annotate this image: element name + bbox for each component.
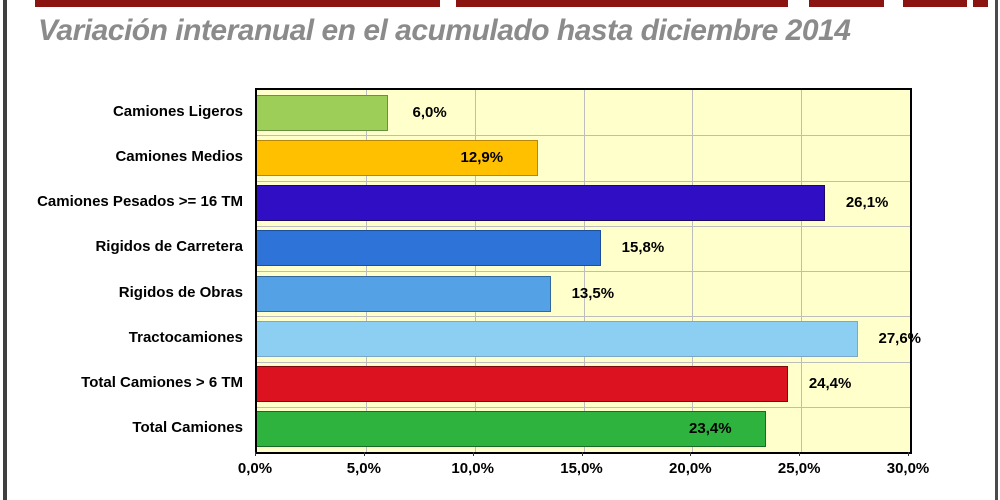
- gridline-horizontal: [257, 316, 910, 317]
- banner-segment: [809, 0, 884, 7]
- chart-title: Variación interanual en el acumulado has…: [38, 14, 851, 47]
- bar: [257, 94, 388, 131]
- gridline-horizontal: [257, 226, 910, 227]
- category-label: Total Camiones > 6 TM: [81, 374, 243, 392]
- x-tick-mark: [363, 452, 365, 456]
- banner-segment: [973, 0, 988, 7]
- bar: [257, 230, 601, 267]
- x-tick-mark: [690, 452, 692, 456]
- x-tick-label: 30,0%: [886, 460, 930, 477]
- gridline-horizontal: [257, 271, 910, 272]
- x-tick-mark: [255, 452, 256, 456]
- bar: [257, 411, 767, 448]
- x-tick-mark: [472, 452, 474, 456]
- x-tick-mark: [581, 452, 583, 456]
- gridline-horizontal: [257, 181, 910, 182]
- left-edge-line: [3, 0, 7, 500]
- category-label: Total Camiones: [132, 419, 243, 437]
- plot-area: 6,0% 12,9% 26,1% 15,8% 13,5% 27,6% 24,4% 23,4%: [255, 88, 921, 454]
- gridline-horizontal: [257, 407, 910, 408]
- category-label: Camiones Ligeros: [112, 102, 243, 120]
- x-tick-label: 0,0%: [237, 460, 273, 477]
- x-tick-label: 5,0%: [346, 460, 381, 477]
- x-tick-label: 15,0%: [560, 460, 603, 477]
- bar-value-label: 13,5%: [571, 284, 615, 302]
- bar: [257, 275, 551, 312]
- bar: [257, 185, 826, 222]
- bar-value-label: 23,4%: [689, 420, 732, 438]
- bar-value-label: 15,8%: [621, 239, 665, 257]
- cropped-top-banner: [0, 0, 1000, 7]
- category-label: Camiones Medios: [115, 147, 243, 165]
- bar-value-label: 6,0%: [412, 103, 447, 121]
- banner-segment: [903, 0, 967, 7]
- x-tick-label: 20,0%: [669, 460, 712, 477]
- banner-segment: [456, 0, 788, 7]
- bar: [257, 139, 538, 176]
- category-label: Camiones Pesados >= 16 TM: [37, 193, 243, 211]
- bar-value-label: 24,4%: [808, 375, 852, 393]
- gridline-horizontal: [257, 362, 910, 363]
- category-label: Tractocamiones: [128, 328, 243, 346]
- category-label: Rigidos de Carretera: [95, 238, 243, 256]
- bar-value-label: 12,9%: [460, 148, 504, 166]
- x-tick-mark: [908, 452, 909, 456]
- bar-value-label: 27,6%: [878, 329, 922, 347]
- bar-value-label: 26,1%: [845, 194, 889, 212]
- x-tick-mark: [799, 452, 801, 456]
- category-label: Rigidos de Obras: [118, 283, 243, 301]
- right-edge-line: [995, 0, 998, 500]
- x-tick-label: 10,0%: [451, 460, 494, 477]
- gridline-horizontal: [257, 135, 910, 136]
- banner-segment: [35, 0, 440, 7]
- bar: [257, 320, 858, 357]
- bar: [257, 366, 789, 403]
- x-tick-label: 25,0%: [777, 460, 821, 477]
